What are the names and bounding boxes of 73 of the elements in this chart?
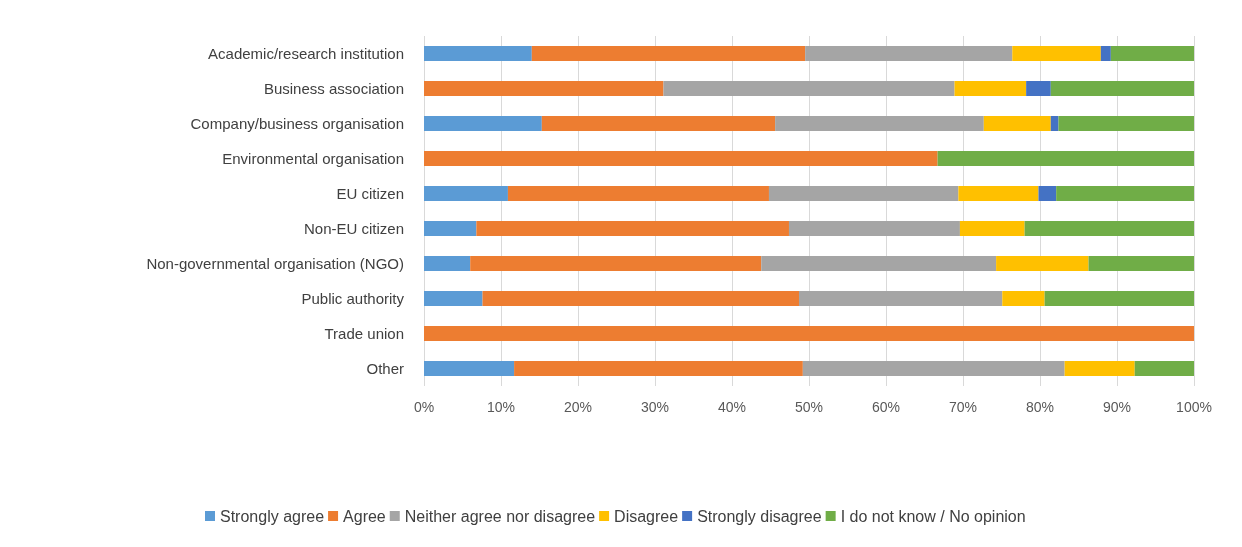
bar xyxy=(1050,116,1059,131)
bar xyxy=(958,186,1039,201)
y-tick-label: Company/business organisation xyxy=(190,115,404,132)
bar xyxy=(798,291,1003,306)
bar xyxy=(424,361,515,376)
legend-label: Strongly disagree xyxy=(697,507,822,525)
x-tick-label: 80% xyxy=(1025,399,1055,415)
bar xyxy=(424,151,938,166)
bar xyxy=(775,116,984,131)
bar xyxy=(996,256,1089,271)
bar xyxy=(1038,186,1057,201)
y-tick-label: EU citizen xyxy=(336,185,404,202)
bar xyxy=(424,221,477,236)
bar xyxy=(424,291,483,306)
bar xyxy=(1024,221,1194,236)
legend-label: Disagree xyxy=(614,507,679,525)
bar xyxy=(1002,291,1045,306)
bar xyxy=(1088,256,1194,271)
y-tick-label: Academic/research institution xyxy=(208,45,404,62)
bar xyxy=(1012,46,1101,61)
bar xyxy=(788,221,960,236)
bar xyxy=(1134,361,1194,376)
x-tick-label: 90% xyxy=(1102,399,1132,415)
x-tick-label: 60% xyxy=(871,399,901,415)
bar xyxy=(761,256,997,271)
y-tick-label: Business association xyxy=(263,80,404,97)
bar xyxy=(424,256,471,271)
x-tick-label: 100% xyxy=(1176,399,1212,415)
bar xyxy=(954,81,1027,96)
bar xyxy=(424,116,542,131)
bar xyxy=(1064,361,1135,376)
bar xyxy=(1050,81,1194,96)
bar xyxy=(1056,186,1194,201)
bar xyxy=(1110,46,1194,61)
y-tick-label: Trade union xyxy=(324,325,404,342)
legend-label: Agree xyxy=(343,507,386,525)
x-tick-label: 70% xyxy=(948,399,978,415)
y-tick-label: Environmental organisation xyxy=(222,150,404,167)
x-tick-label: 0% xyxy=(413,399,435,415)
bar xyxy=(768,186,959,201)
bar xyxy=(1026,81,1051,96)
legend-label: Strongly agree xyxy=(220,507,325,525)
x-tick-label: 30% xyxy=(640,399,670,415)
bar xyxy=(424,81,664,96)
bar xyxy=(959,221,1025,236)
x-tick-label: 10% xyxy=(486,399,516,415)
bar xyxy=(514,361,803,376)
bar xyxy=(541,116,776,131)
x-tick-label: 50% xyxy=(794,399,824,415)
bar xyxy=(424,46,532,61)
y-tick-label: Non-EU citizen xyxy=(303,220,404,237)
x-tick-label: 40% xyxy=(717,399,747,415)
bar xyxy=(424,186,508,201)
y-tick-label: Non-governmental organisation (NGO) xyxy=(146,255,404,272)
bar xyxy=(802,361,1065,376)
bar xyxy=(983,116,1051,131)
x-tick-label: 20% xyxy=(563,399,593,415)
bar xyxy=(424,326,1194,341)
bar xyxy=(805,46,1013,61)
y-tick-label: Public authority xyxy=(301,290,405,307)
bar xyxy=(1058,116,1194,131)
legend-label: I do not know / No opinion xyxy=(840,507,1026,525)
bar xyxy=(531,46,806,61)
bar xyxy=(507,186,769,201)
y-tick-label: Other xyxy=(366,360,404,377)
bar xyxy=(482,291,799,306)
bar xyxy=(937,151,1194,166)
bar xyxy=(470,256,762,271)
bar xyxy=(476,221,789,236)
legend-label: Neither agree nor disagree xyxy=(404,507,596,525)
bar xyxy=(1044,291,1194,306)
bar xyxy=(1100,46,1111,61)
bar xyxy=(663,81,955,96)
